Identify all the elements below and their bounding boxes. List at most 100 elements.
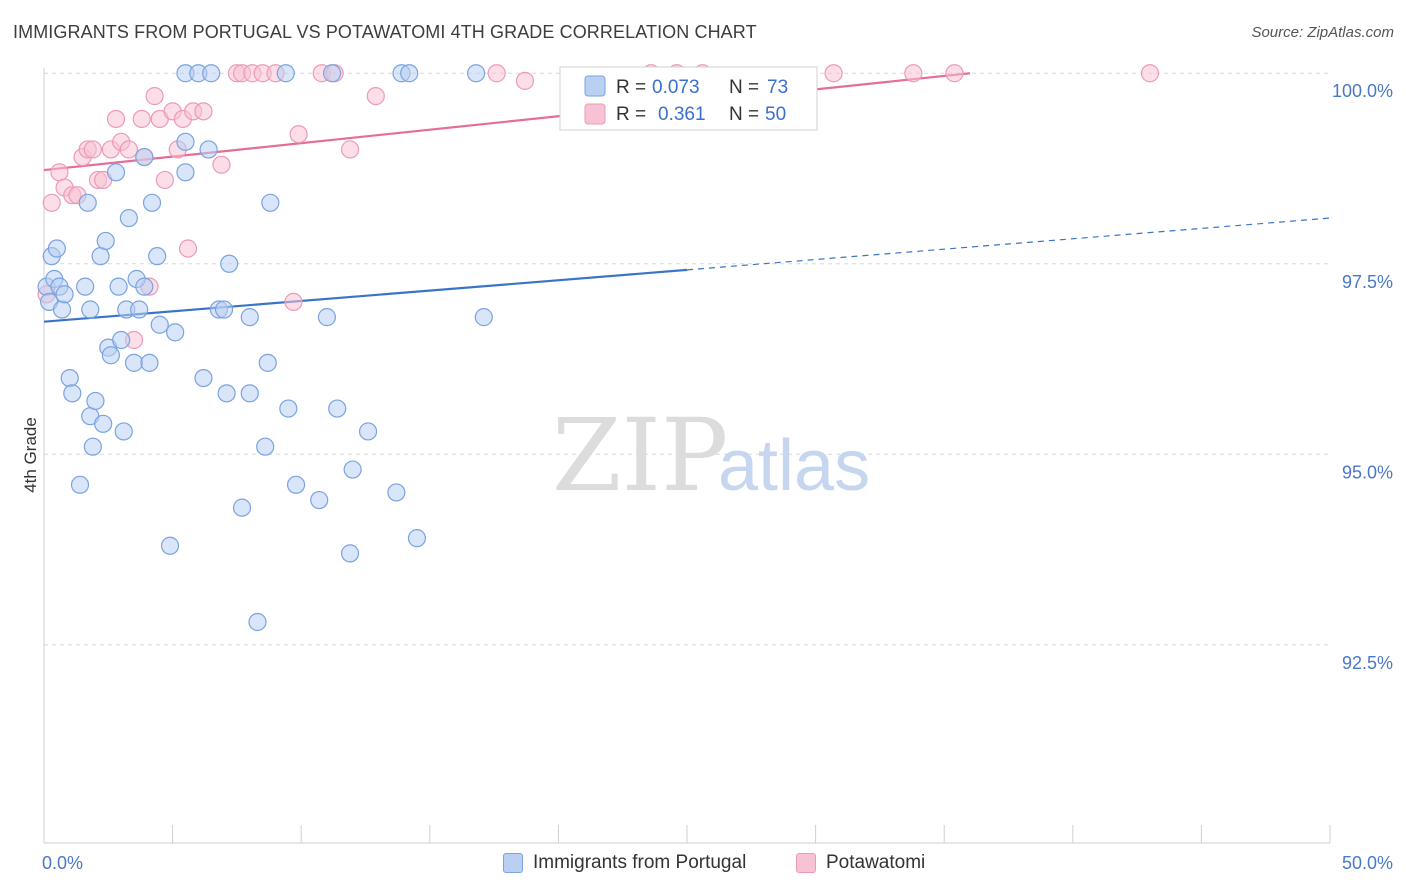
point-portugal	[214, 300, 234, 319]
legend-r-value: 0.073	[652, 77, 700, 98]
x-tick-label: 50.0%	[1342, 853, 1393, 873]
point-portugal	[140, 353, 159, 372]
legend-n-value: 73	[767, 77, 788, 98]
watermark-atlas: atlas	[718, 426, 870, 506]
legend-r-label: R =	[616, 77, 646, 98]
point-potawatomi	[132, 109, 151, 129]
point-potawatomi	[945, 64, 964, 83]
point-portugal	[343, 460, 362, 479]
point-portugal	[261, 193, 280, 212]
legend-swatch-portugal	[503, 853, 523, 873]
point-potawatomi	[289, 125, 308, 144]
point-portugal	[119, 208, 138, 228]
point-portugal	[400, 64, 419, 83]
source-label: Source: ZipAtlas.com	[1251, 24, 1394, 41]
legend-n-label: N =	[729, 104, 759, 125]
point-portugal	[52, 300, 72, 319]
point-potawatomi	[178, 239, 198, 258]
point-portugal	[166, 323, 185, 342]
point-portugal	[387, 483, 406, 502]
point-portugal	[76, 277, 95, 296]
trend-line-portugal-projection	[686, 217, 1331, 271]
point-portugal	[466, 64, 486, 83]
point-portugal	[130, 300, 149, 319]
point-portugal	[176, 132, 195, 151]
point-portugal	[106, 163, 126, 182]
point-portugal	[199, 140, 218, 159]
trend-line-portugal	[43, 268, 688, 323]
point-portugal	[101, 346, 120, 365]
point-potawatomi	[83, 140, 102, 159]
point-potawatomi	[366, 87, 385, 106]
point-potawatomi	[145, 87, 164, 106]
point-portugal	[279, 399, 298, 418]
legend-r-value: 0.361	[658, 104, 706, 125]
point-portugal	[256, 437, 275, 456]
watermark-zip: ZIP	[552, 397, 728, 514]
point-portugal	[63, 384, 82, 403]
point-portugal	[474, 308, 493, 327]
point-portugal	[86, 391, 105, 411]
legend-swatch-blue	[584, 75, 606, 97]
point-portugal	[70, 475, 90, 494]
x-tick-label: 0.0%	[42, 853, 83, 873]
point-portugal	[124, 353, 144, 372]
point-portugal	[286, 475, 306, 494]
point-portugal	[47, 239, 66, 258]
point-portugal	[407, 529, 427, 548]
point-potawatomi	[340, 140, 360, 159]
point-portugal	[240, 384, 259, 403]
point-portugal	[276, 64, 295, 83]
point-portugal	[258, 353, 277, 372]
point-portugal	[112, 330, 131, 350]
y-tick-label: 95.0%	[1342, 462, 1393, 482]
point-portugal	[358, 422, 378, 441]
point-portugal	[240, 308, 259, 327]
point-portugal	[114, 422, 133, 441]
point-portugal	[232, 498, 252, 517]
point-portugal	[91, 247, 110, 266]
point-potawatomi	[106, 109, 126, 129]
point-portugal	[60, 368, 79, 388]
point-potawatomi	[284, 292, 303, 311]
point-portugal	[55, 285, 74, 304]
point-portugal	[148, 247, 167, 266]
point-potawatomi	[155, 170, 174, 190]
point-portugal	[322, 64, 342, 83]
axes	[43, 68, 1331, 844]
y-tick-label: 97.5%	[1342, 272, 1393, 292]
point-portugal	[83, 437, 102, 456]
x-tick-labels: 0.0% 50.0%	[42, 853, 1393, 873]
point-portugal	[135, 147, 154, 167]
point-portugal	[94, 414, 113, 433]
y-tick-label: 92.5%	[1342, 653, 1393, 673]
bottom-legend: Immigrants from Portugal Potawatomi	[0, 852, 1406, 878]
point-portugal	[220, 254, 239, 273]
point-potawatomi	[515, 71, 535, 90]
legend-item-potawatomi: Potawatomi	[796, 852, 925, 874]
point-potawatomi	[50, 163, 69, 182]
point-portugal	[135, 277, 154, 296]
gridlines	[44, 72, 1330, 646]
point-portugal	[142, 193, 162, 212]
point-portugal	[176, 163, 195, 182]
legend-swatch-pink	[584, 103, 606, 125]
point-potawatomi	[1140, 64, 1160, 83]
point-portugal	[160, 536, 180, 555]
point-potawatomi	[904, 64, 923, 83]
legend-swatch-potawatomi	[796, 853, 816, 873]
point-potawatomi	[824, 64, 843, 83]
legend-box: R = 0.073 N = 73 R = 0.361 N = 50	[559, 66, 818, 131]
legend-label-potawatomi: Potawatomi	[826, 852, 926, 873]
watermark: ZIP atlas	[552, 397, 870, 514]
data-points	[37, 64, 1160, 632]
chart-title: IMMIGRANTS FROM PORTUGAL VS POTAWATOMI 4…	[13, 22, 757, 42]
point-portugal	[194, 368, 213, 388]
point-potawatomi	[119, 140, 138, 159]
point-potawatomi	[487, 64, 506, 83]
point-portugal	[78, 193, 97, 212]
point-portugal	[248, 612, 267, 632]
point-portugal	[150, 315, 169, 334]
point-portugal	[317, 308, 337, 327]
